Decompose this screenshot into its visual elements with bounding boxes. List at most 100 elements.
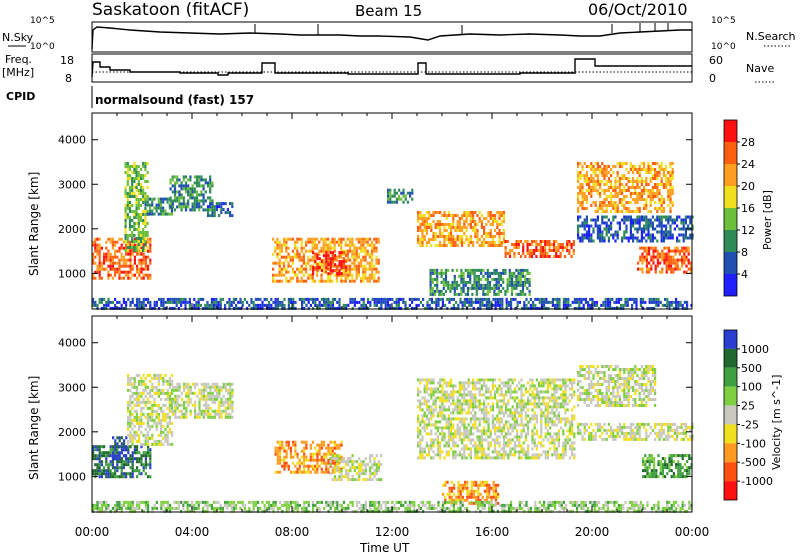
- nsky-tick-high: 10^5: [30, 16, 55, 26]
- power-colorbar-tick: 12: [741, 224, 755, 237]
- date-title: 06/Oct/2010: [588, 0, 688, 19]
- data-region-9: [504, 240, 575, 258]
- data-region-13: [577, 215, 694, 243]
- data-region-10: [429, 268, 531, 296]
- power-colorbar-tick: 20: [741, 180, 755, 193]
- power-colorbar-swatch: [724, 252, 737, 274]
- velocity-y-axis-label: Slant Range [km]: [27, 376, 41, 480]
- power-data-cells: [92, 162, 694, 310]
- velocity-colorbar-label: Velocity [m s^-1]: [770, 375, 783, 470]
- power-colorbar-tick: 24: [741, 158, 755, 171]
- power-colorbar-swatch: [724, 142, 737, 164]
- nsky-trace: [91, 26, 692, 50]
- y-tick-label: 1000: [58, 470, 86, 483]
- data-region-11: [577, 162, 674, 213]
- velocity-colorbar-tick: -1000: [741, 475, 773, 488]
- y-tick-label: 2000: [58, 426, 86, 439]
- velocity-colorbar: 1000 500 100 25 -25 -100 -500 -1000: [723, 329, 773, 501]
- velocity-colorbar-tick: -500: [741, 456, 766, 469]
- y-tick-label: 4000: [58, 337, 86, 350]
- beam-title: Beam 15: [355, 2, 422, 20]
- velocity-colorbar-swatch: [724, 348, 737, 368]
- data-region-8: [577, 365, 657, 407]
- freq-label-line1: Freq.: [5, 53, 32, 66]
- freq-tick-8: 8: [65, 72, 72, 85]
- power-colorbar-swatch: [724, 208, 737, 230]
- cpid-value: normalsound (fast) 157: [95, 93, 254, 107]
- time-tick-label: 20:00: [575, 525, 610, 539]
- data-region-8: [417, 211, 505, 247]
- power-colorbar-swatch: [724, 186, 737, 208]
- data-region-6: [417, 378, 576, 460]
- data-region-6: [312, 251, 348, 276]
- nsearch-label: N.Search: [746, 30, 796, 43]
- data-region-10: [577, 422, 694, 441]
- time-tick-label: 12:00: [375, 525, 410, 539]
- velocity-colorbar-swatch: [724, 443, 737, 463]
- velocity-colorbar-swatch: [724, 462, 737, 482]
- data-region-3: [169, 175, 214, 212]
- power-plot: 1000 2000 3000 4000 Slant Range [km]: [27, 112, 694, 310]
- time-tick-label: 00:00: [675, 525, 710, 539]
- power-colorbar-tick: 16: [741, 202, 755, 215]
- time-axis-labels: 00:00 04:00 08:00 12:00 16:00 20:00 00:00: [75, 525, 710, 539]
- data-region-0: [92, 445, 152, 479]
- power-y-ticks: 1000 2000 3000 4000: [58, 134, 692, 280]
- power-colorbar-tick: 4: [741, 268, 748, 281]
- y-tick-label: 4000: [58, 134, 86, 147]
- data-region-1: [124, 162, 149, 252]
- data-region-14: [92, 297, 693, 310]
- velocity-colorbar-tick: -100: [741, 437, 766, 450]
- nave-tick-0: 0: [709, 72, 716, 85]
- station-title: Saskatoon (fitACF): [92, 0, 249, 20]
- data-region-5: [329, 454, 383, 482]
- nsearch-tick-high: 10^5: [711, 16, 736, 26]
- nsky-tick-low: 10^0: [30, 42, 55, 52]
- nsky-label: N.Sky: [2, 31, 34, 44]
- velocity-colorbar-swatch: [724, 424, 737, 444]
- data-region-2: [144, 197, 174, 216]
- nave-label: Nave: [746, 62, 774, 75]
- freq-panel-frame: [91, 53, 693, 83]
- freq-label-line2: [MHz]: [2, 66, 34, 79]
- time-tick-label: 16:00: [475, 525, 510, 539]
- velocity-colorbar-tick: 100: [741, 381, 762, 394]
- velocity-colorbar-swatch: [724, 367, 737, 387]
- y-tick-label: 3000: [58, 381, 86, 394]
- velocity-colorbar-swatch: [724, 330, 737, 349]
- power-colorbar-swatch: [724, 164, 737, 186]
- data-region-1: [112, 436, 128, 461]
- data-region-0: [92, 237, 152, 280]
- power-colorbar-swatch: [724, 274, 737, 296]
- velocity-x-ticks: [91, 316, 693, 512]
- velocity-colorbar-tick: 500: [741, 362, 762, 375]
- velocity-colorbar-tick: 25: [741, 400, 755, 413]
- nsky-spikes: [254, 23, 669, 35]
- data-region-4: [207, 202, 234, 218]
- velocity-colorbar-tick: -25: [741, 418, 759, 431]
- power-colorbar-tick: 8: [741, 246, 748, 259]
- velocity-y-ticks: 1000 2000 3000 4000: [58, 337, 692, 483]
- freq-tick-18: 18: [60, 54, 74, 67]
- velocity-colorbar-swatch: [724, 386, 737, 406]
- power-colorbar-swatch: [724, 230, 737, 252]
- data-region-2: [127, 373, 174, 446]
- nave-tick-60: 60: [709, 54, 723, 67]
- power-colorbar-tick: 28: [741, 136, 755, 149]
- power-colorbar-label: Power [dB]: [761, 190, 774, 250]
- time-tick-label: 08:00: [275, 525, 310, 539]
- nsearch-tick-low: 10^0: [711, 42, 736, 52]
- y-tick-label: 1000: [58, 267, 86, 280]
- time-tick-label: 00:00: [75, 525, 110, 539]
- velocity-colorbar-swatch: [724, 405, 737, 425]
- velocity-plot: 1000 2000 3000 4000 Slant Range [km]: [27, 315, 694, 513]
- data-region-7: [442, 480, 500, 505]
- data-region-7: [387, 188, 414, 204]
- data-region-3: [172, 382, 234, 419]
- velocity-colorbar-tick: 1000: [741, 343, 769, 356]
- time-axis-title: Time UT: [359, 541, 410, 554]
- power-colorbar-swatch: [724, 120, 737, 142]
- power-colorbar: 4 8 12 16 20 24 28: [723, 119, 755, 297]
- time-tick-label: 04:00: [175, 525, 210, 539]
